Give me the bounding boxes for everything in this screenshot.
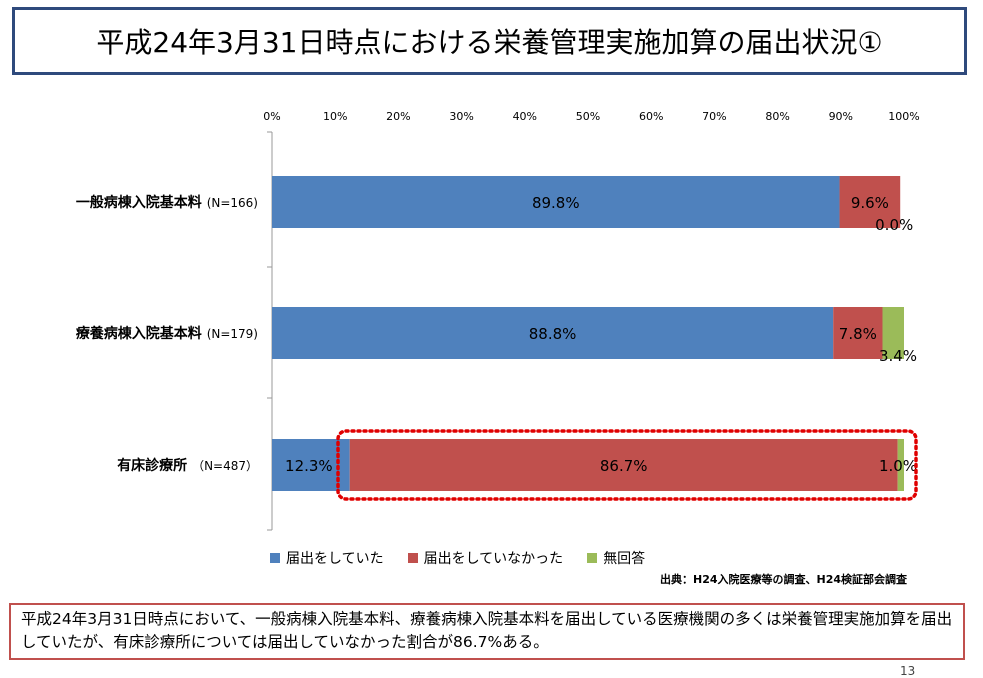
chart-legend: 届出をしていた 届出をしていなかった 無回答: [270, 548, 669, 568]
legend-item-no-answer: 無回答: [587, 548, 645, 568]
x-tick-label: 0%: [263, 110, 280, 123]
category-name: 療養病棟入院基本料: [76, 325, 207, 342]
bar-segment: [349, 439, 898, 491]
bar-segment: [897, 439, 904, 491]
stacked-bar-chart: 0% 10% 20% 30% 40% 50% 60% 70% 80% 90% 100% 一般病棟入院基…: [76, 110, 920, 531]
x-tick-label: 50%: [576, 110, 600, 123]
x-tick-label: 40%: [513, 110, 537, 123]
legend-label-reported: 届出をしていた: [286, 551, 384, 567]
legend-item-reported: 届出をしていた: [270, 548, 384, 568]
x-tick-label: 10%: [323, 110, 347, 123]
data-label: 1.0%: [879, 457, 917, 475]
data-label: 12.3%: [285, 457, 333, 475]
bar-segment: [272, 307, 834, 359]
data-label: 0.0%: [875, 216, 913, 234]
page-number: 13: [900, 664, 916, 678]
data-label: 88.8%: [529, 325, 577, 343]
x-tick-label: 30%: [449, 110, 473, 123]
x-tick-label: 70%: [702, 110, 726, 123]
page-title: 平成24年3月31日時点における栄養管理実施加算の届出状況①: [12, 7, 967, 75]
source-note: 出典：H24入院医療等の調査、H24検証部会調査: [660, 573, 908, 586]
category-label: 療養病棟入院基本料 (N=179): [76, 325, 258, 342]
bar-segment: [839, 176, 901, 228]
x-tick-label: 20%: [386, 110, 410, 123]
data-label: 7.8%: [839, 325, 877, 343]
legend-swatch-no-answer: [587, 553, 598, 563]
category-sample-size: (N=179): [207, 327, 258, 341]
legend-label-not-reported: 届出をしていなかった: [423, 551, 564, 567]
legend-swatch-not-reported: [407, 553, 418, 563]
category-sample-size: (N=166): [207, 196, 258, 210]
category-name: 一般病棟入院基本料: [76, 194, 207, 211]
category-sample-size: （N=487）: [192, 459, 258, 473]
legend-item-not-reported: 届出をしていなかった: [407, 548, 564, 568]
category-label: 一般病棟入院基本料 (N=166): [76, 194, 258, 211]
bar-segment: [833, 307, 883, 359]
legend-label-no-answer: 無回答: [603, 551, 646, 567]
x-tick-label: 100%: [888, 110, 919, 123]
summary-box: 平成24年3月31日時点において、一般病棟入院基本料、療養病棟入院基本料を届出し…: [9, 603, 965, 660]
x-tick-label: 80%: [765, 110, 789, 123]
x-tick-label: 60%: [639, 110, 663, 123]
bar-segment: [882, 307, 904, 359]
category-label: 有床診療所 （N=487）: [117, 457, 258, 474]
data-label: 89.8%: [532, 194, 580, 212]
highlight-box: [336, 429, 918, 501]
data-label: 3.4%: [879, 347, 917, 365]
x-tick-label: 90%: [829, 110, 853, 123]
legend-swatch-reported: [270, 553, 280, 563]
category-name: 有床診療所: [117, 457, 192, 474]
data-label: 86.7%: [600, 457, 648, 475]
bar-segment: [272, 176, 840, 228]
data-label: 9.6%: [851, 194, 889, 212]
